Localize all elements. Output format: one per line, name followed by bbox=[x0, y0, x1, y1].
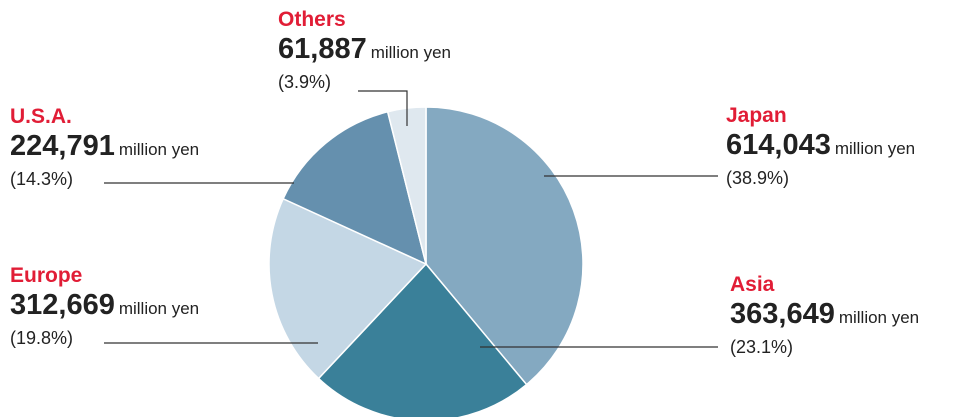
percent-label-asia: (23.1%) bbox=[730, 337, 794, 357]
value-line-usa: 224,791 million yen bbox=[10, 129, 199, 168]
category-label-others: Others bbox=[278, 8, 346, 31]
value-label-japan: 614,043 bbox=[726, 129, 831, 161]
value-label-usa: 224,791 bbox=[10, 130, 115, 162]
leader-line-others bbox=[358, 90, 408, 126]
category-label-japan: Japan bbox=[726, 104, 787, 127]
label-japan: Japan 614,043 million yen (38.9%) bbox=[726, 104, 915, 189]
category-label-asia: Asia bbox=[730, 273, 775, 296]
unit-label-japan: million yen bbox=[834, 139, 916, 158]
label-asia: Asia 363,649 million yen (23.1%) bbox=[730, 273, 919, 358]
label-europe: Europe 312,669 million yen (19.8%) bbox=[10, 264, 199, 349]
pie-slice-asia bbox=[317, 262, 528, 417]
unit-label-others: million yen bbox=[370, 43, 452, 62]
category-label-usa: U.S.A. bbox=[10, 105, 72, 128]
label-usa: U.S.A. 224,791 million yen (14.3%) bbox=[10, 105, 199, 190]
pie-slice-usa bbox=[282, 110, 428, 266]
value-label-others: 61,887 bbox=[278, 33, 367, 65]
value-label-europe: 312,669 bbox=[10, 289, 115, 321]
value-line-japan: 614,043 million yen bbox=[726, 128, 915, 167]
unit-label-europe: million yen bbox=[118, 299, 200, 318]
pie-slice-europe bbox=[268, 197, 428, 380]
unit-label-usa: million yen bbox=[118, 140, 200, 159]
percent-label-others: (3.9%) bbox=[278, 72, 332, 92]
label-others: Others 61,887 million yen (3.9%) bbox=[278, 8, 451, 93]
percent-label-usa: (14.3%) bbox=[10, 169, 74, 189]
value-line-europe: 312,669 million yen bbox=[10, 288, 199, 327]
value-label-asia: 363,649 bbox=[730, 298, 835, 330]
unit-label-asia: million yen bbox=[838, 308, 920, 327]
value-line-asia: 363,649 million yen bbox=[730, 297, 919, 336]
percent-label-europe: (19.8%) bbox=[10, 328, 74, 348]
percent-label-japan: (38.9%) bbox=[726, 168, 790, 188]
value-line-others: 61,887 million yen bbox=[278, 32, 451, 71]
category-label-europe: Europe bbox=[10, 264, 83, 287]
